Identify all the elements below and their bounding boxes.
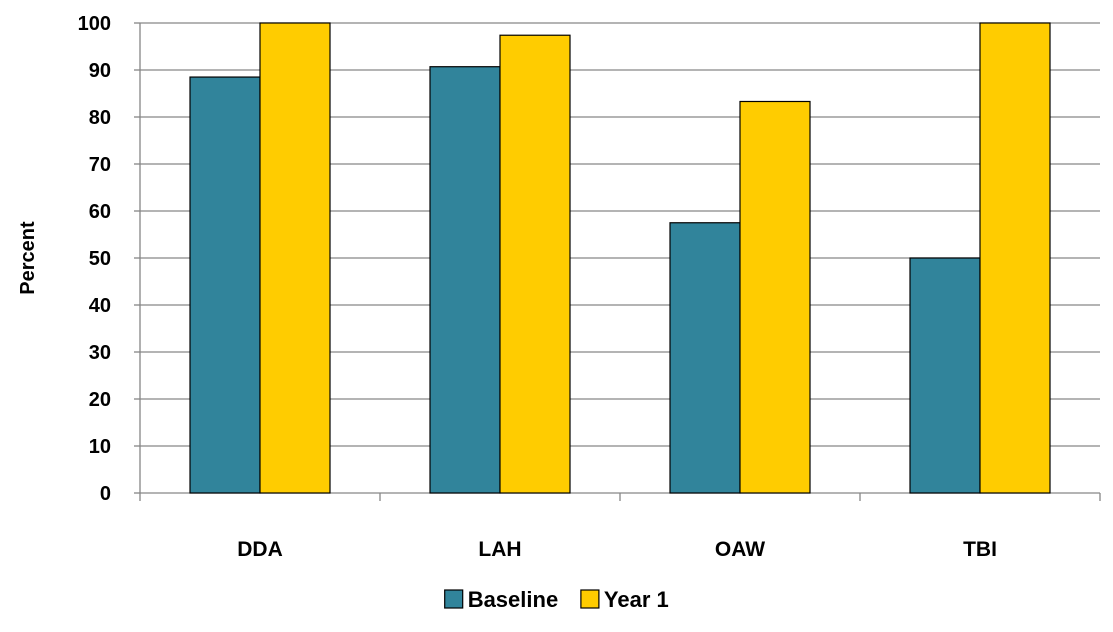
y-tick-label: 60 <box>89 201 111 223</box>
legend-swatch <box>444 589 464 609</box>
y-tick-label: 70 <box>89 154 111 176</box>
y-tick-label: 30 <box>89 342 111 364</box>
x-tick-label: LAH <box>478 538 521 561</box>
bars <box>189 22 1051 494</box>
y-tick-label: 10 <box>89 436 111 458</box>
legend-label: Year 1 <box>604 587 669 612</box>
legend: Baseline Year 1 <box>444 587 669 612</box>
y-tick-label: 20 <box>89 389 111 411</box>
bar-year-1-lah <box>499 34 571 494</box>
bar-year-1-dda <box>259 22 331 494</box>
bar-baseline-lah <box>429 66 501 494</box>
y-tick-label: 90 <box>89 60 111 82</box>
legend-swatch <box>580 589 600 609</box>
y-axis-title: Percent <box>17 221 39 295</box>
x-tick-labels: DDA LAH OAW TBI <box>237 538 997 561</box>
y-tick-labels: 0 10 20 30 40 50 60 70 80 90 100 <box>78 13 111 505</box>
bar-baseline-tbi <box>909 257 981 494</box>
bar-year-1-oaw <box>739 100 811 494</box>
x-tick-label: TBI <box>963 538 997 561</box>
y-tick-label: 100 <box>78 13 111 35</box>
y-tick-label: 40 <box>89 295 111 317</box>
x-tick-label: OAW <box>715 538 765 561</box>
bar-baseline-dda <box>189 76 261 494</box>
y-tick-label: 0 <box>100 483 111 505</box>
y-tick-label: 50 <box>89 248 111 270</box>
bar-year-1-tbi <box>979 22 1051 494</box>
bar-baseline-oaw <box>669 222 741 494</box>
legend-label: Baseline <box>468 587 559 612</box>
x-tick-label: DDA <box>237 538 283 561</box>
y-tick-label: 80 <box>89 107 111 129</box>
